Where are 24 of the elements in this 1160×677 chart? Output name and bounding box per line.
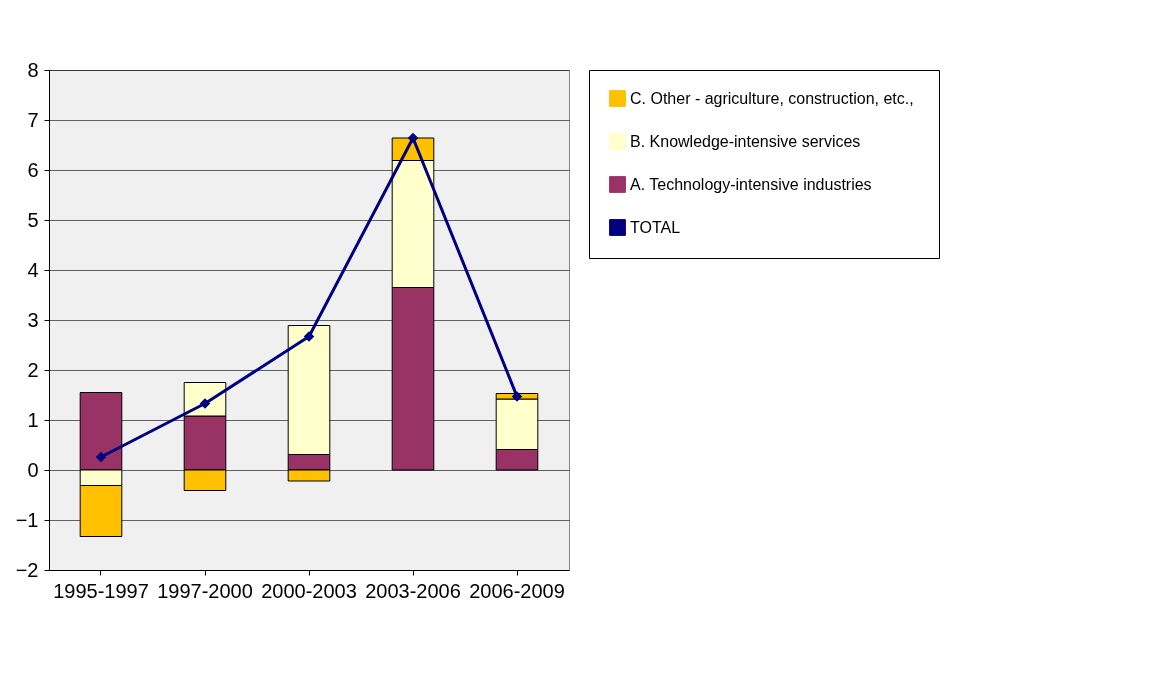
x-tick-label: 2000-2003 xyxy=(261,579,357,602)
y-tick-label: 7 xyxy=(27,108,39,131)
x-tick-label: 2003-2006 xyxy=(365,579,461,602)
y-tick-label: 0 xyxy=(27,458,39,481)
legend-label: B. Knowledge-intensive services xyxy=(630,132,861,150)
point xyxy=(303,331,315,342)
x-tick-label: 1995-1997 xyxy=(53,579,149,602)
x-tick-label: 2006-2009 xyxy=(469,579,565,602)
point xyxy=(95,451,107,463)
y-tick-label: 6 xyxy=(27,158,39,181)
y-tick-label: 4 xyxy=(27,258,39,281)
y-tick-label: 3 xyxy=(27,308,39,331)
legend-label: A. Technology-intensive industries xyxy=(630,175,872,193)
y-tick-label: 1 xyxy=(27,408,39,431)
y-tick-label: −2 xyxy=(15,558,39,581)
legend-label: C. Other - agriculture, construction, etc., xyxy=(630,89,914,107)
x-tick-label: 1997-2000 xyxy=(157,579,253,602)
y-tick-label: 2 xyxy=(27,358,39,381)
y-tick-label: 5 xyxy=(27,208,39,231)
point xyxy=(407,132,419,144)
y-tick-label: −1 xyxy=(15,508,39,531)
point xyxy=(511,391,523,402)
legend-label: TOTAL xyxy=(630,218,681,236)
y-tick-label: 8 xyxy=(27,58,39,81)
